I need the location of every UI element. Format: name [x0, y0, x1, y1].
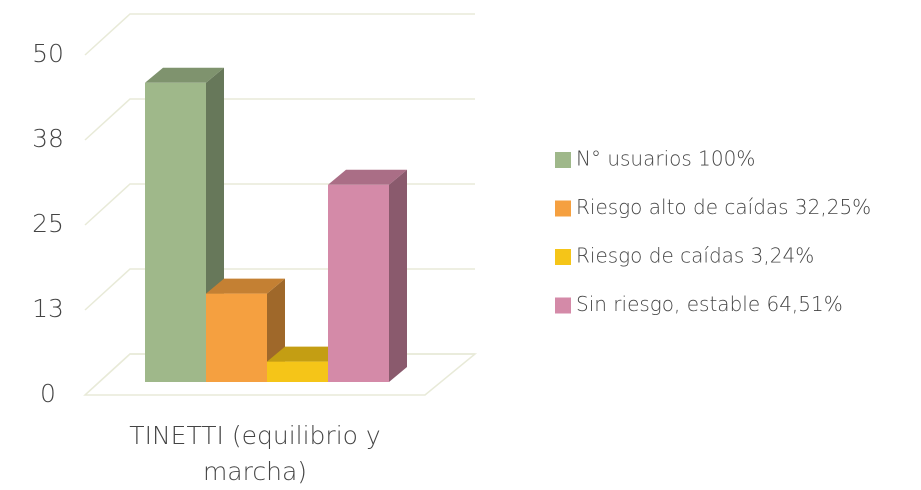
legend-swatch [555, 249, 571, 265]
bar-top [206, 278, 285, 294]
y-tick-label: 25 [32, 209, 64, 238]
legend-label: Riesgo de caídas 3,24% [576, 244, 814, 268]
x-axis-label: TINETTI (equilibrio y marcha) [129, 421, 381, 486]
grid-line [84, 183, 475, 226]
bar-side [389, 169, 407, 382]
bar-top [328, 169, 407, 185]
bar-top [267, 346, 346, 362]
legend-label: N° usuarios 100% [576, 147, 755, 171]
grid-line [84, 13, 475, 56]
y-tick-label: 13 [32, 294, 64, 323]
legend-swatch [555, 152, 571, 168]
y-tick-label: 50 [32, 39, 64, 68]
legend-swatch [555, 200, 571, 217]
bar [206, 293, 267, 382]
legend-swatch [555, 297, 571, 314]
bar-top [145, 67, 224, 83]
bar [145, 82, 206, 383]
legend-label: Sin riesgo, estable 64,51% [576, 292, 843, 316]
legend-label: Riesgo alto de caídas 32,25% [576, 195, 871, 219]
y-tick-label: 0 [40, 379, 56, 408]
bar [267, 361, 328, 382]
y-tick-label: 38 [32, 124, 64, 153]
grid-line [84, 98, 475, 141]
bar [328, 184, 389, 382]
